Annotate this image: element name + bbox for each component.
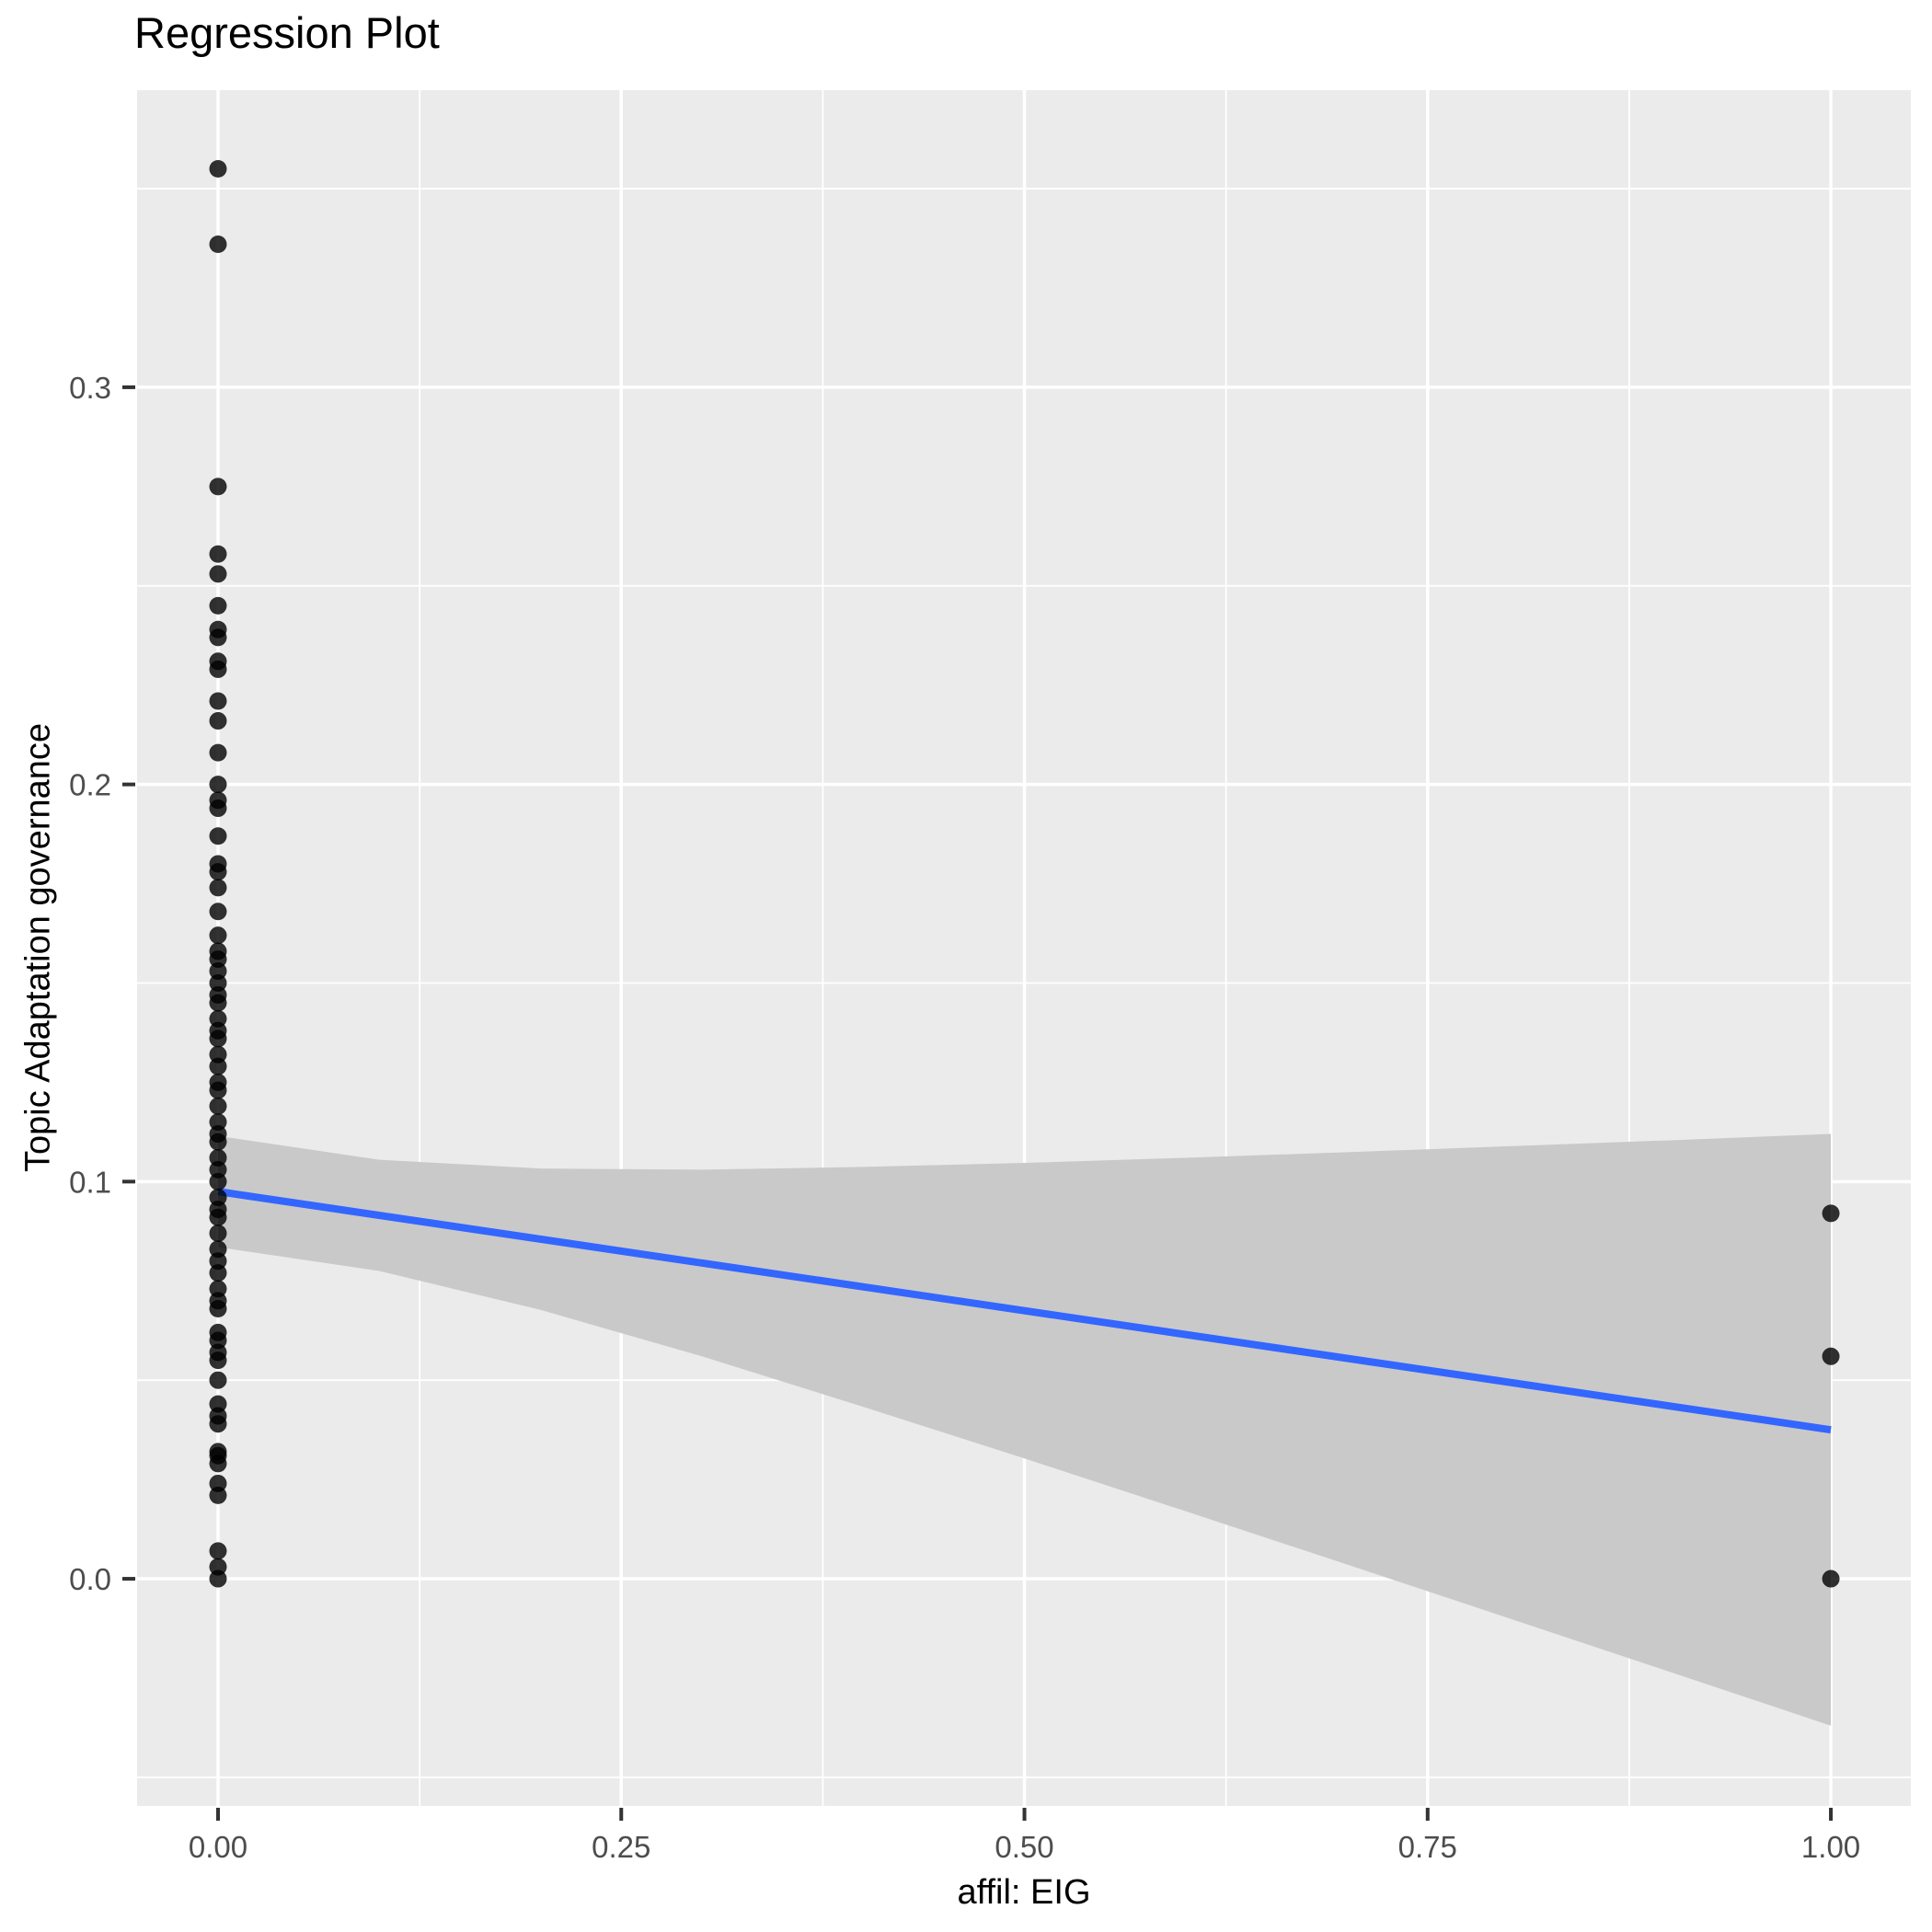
data-point [209,159,227,178]
data-point [209,1486,227,1504]
data-point [209,994,227,1012]
x-axis-title: affil: EIG [957,1873,1091,1912]
data-point [209,660,227,678]
data-point [209,1299,227,1317]
data-point [209,1029,227,1048]
data-point [209,545,227,563]
data-point [1822,1204,1840,1223]
data-point [209,1208,227,1226]
data-point [209,1264,227,1282]
data-point [209,692,227,710]
data-point [209,827,227,845]
y-tick-label: 0.2 [69,768,111,802]
x-tick-label: 0.00 [189,1830,247,1864]
data-point [209,1570,227,1588]
data-point [209,926,227,945]
data-point [209,1133,227,1151]
confidence-ribbon [218,1133,1832,1726]
data-point [209,628,227,647]
y-tick-label: 0.0 [69,1562,111,1596]
data-point [209,1371,227,1389]
y-tick-label: 0.3 [69,371,111,405]
data-point [209,236,227,254]
data-point [209,1224,227,1242]
data-point [209,1542,227,1560]
y-tick-label: 0.1 [69,1165,111,1199]
data-point [209,776,227,794]
data-point [209,863,227,881]
data-point [1822,1347,1840,1365]
data-point [209,743,227,762]
x-tick-label: 0.75 [1398,1830,1457,1864]
chart-title: Regression Plot [134,8,440,57]
x-tick-label: 1.00 [1801,1830,1860,1864]
data-point [209,1415,227,1433]
x-tick-label: 0.50 [995,1830,1053,1864]
regression-line [217,1188,1832,1434]
data-point [209,712,227,730]
data-point [209,799,227,818]
data-point [209,1097,227,1115]
data-point [1822,1570,1840,1588]
data-point [209,477,227,496]
x-tick-label: 0.25 [592,1830,650,1864]
data-point [209,879,227,897]
data-point [209,1172,227,1190]
data-point [209,596,227,615]
data-point [209,1455,227,1473]
data-point [209,1351,227,1370]
data-point [209,903,227,921]
data-point [209,565,227,583]
data-point [209,1081,227,1099]
data-point [209,1057,227,1075]
